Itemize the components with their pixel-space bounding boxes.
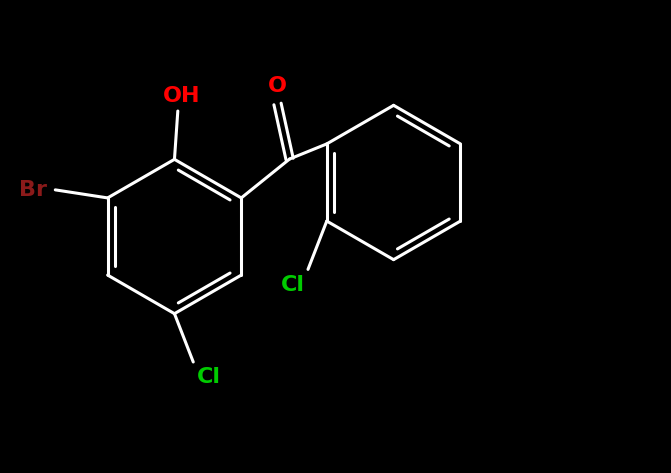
Text: Cl: Cl [197, 368, 221, 387]
Text: Br: Br [19, 180, 47, 200]
Text: Cl: Cl [280, 275, 305, 295]
Text: O: O [268, 76, 287, 96]
Text: OH: OH [162, 86, 200, 105]
